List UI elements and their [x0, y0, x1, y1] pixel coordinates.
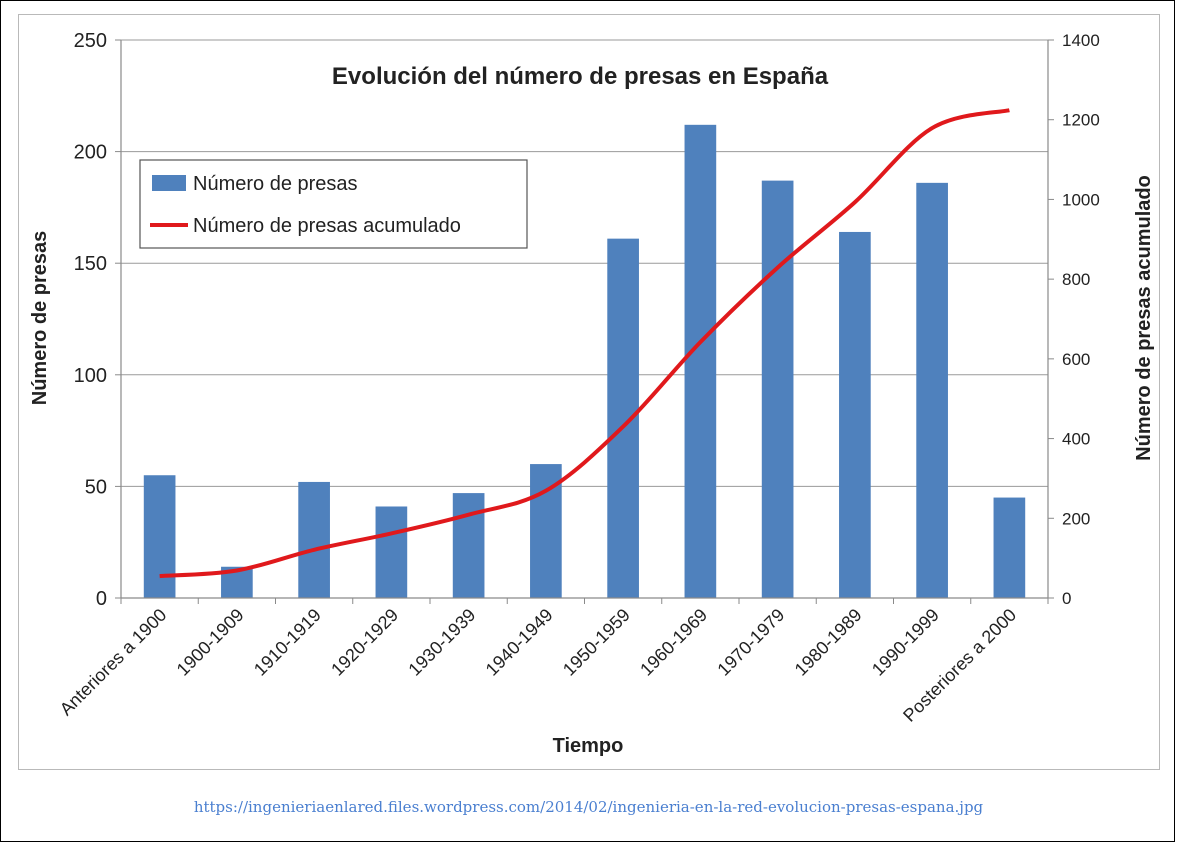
y-axis-label: Número de presas: [29, 231, 51, 406]
y2-tick-label-4: 800: [1062, 270, 1090, 289]
x-tick-label-1: 1900-1909: [173, 605, 248, 680]
x-tick-label-7: 1960-1969: [636, 605, 711, 680]
x-axis-label: Tiempo: [553, 735, 624, 757]
x-tick-label-9: 1980-1989: [791, 605, 866, 680]
legend-swatch-bars: [152, 175, 186, 191]
gridlines: [121, 39, 1048, 487]
x-axis-ticks: Anteriores a 1900 1900-1909 1910-1919 1920-…: [56, 598, 1049, 726]
y-tick-label-2: 100: [74, 365, 107, 387]
x-tick-label-2: 1910-1919: [250, 605, 325, 680]
y2-tick-label-1: 200: [1062, 509, 1090, 528]
bar-3: [375, 506, 408, 598]
axes: [120, 40, 1049, 599]
bar-4: [452, 493, 485, 598]
legend: Número de presas Número de presas acumul…: [139, 159, 528, 249]
cumulative-line: [159, 108, 1010, 579]
bar-0: [143, 475, 176, 598]
chart-title: Evolución del número de presas en España: [332, 63, 829, 90]
bar-8: [761, 180, 794, 598]
bar-2: [298, 481, 330, 598]
bar-10: [916, 182, 948, 598]
y-tick-label-4: 200: [74, 142, 107, 164]
right-axis-ticks: 0 200 400 600 800 1000 1200 1400: [1048, 31, 1100, 608]
bar-series: [143, 124, 1026, 598]
legend-label-line: Número de presas acumulado: [193, 215, 461, 237]
y2-tick-label-0: 0: [1062, 589, 1071, 608]
y-tick-label-1: 50: [85, 476, 107, 498]
x-tick-label-6: 1950-1959: [559, 605, 634, 680]
bar-9: [839, 231, 871, 598]
x-tick-label-8: 1970-1979: [713, 605, 788, 680]
y2-axis-label: Número de presas acumulado: [1133, 175, 1155, 461]
y2-tick-label-3: 600: [1062, 350, 1090, 369]
left-axis-ticks: 0 50 100 150 200 250: [74, 30, 121, 610]
x-tick-label-5: 1940-1949: [482, 605, 557, 680]
source-url: https://ingenieriaenlared.files.wordpres…: [193, 798, 984, 816]
x-tick-label-4: 1930-1939: [404, 605, 479, 680]
y-tick-label-3: 150: [74, 253, 107, 275]
x-tick-label-0: Anteriores a 1900: [56, 605, 171, 720]
y-tick-label-5: 250: [74, 30, 107, 52]
bar-7: [684, 124, 717, 598]
y2-tick-label-5: 1000: [1062, 190, 1100, 209]
chart-border: [18, 14, 1160, 770]
bar-11: [993, 497, 1026, 598]
x-tick-label-3: 1920-1929: [327, 605, 402, 680]
y2-tick-label-6: 1200: [1062, 111, 1100, 130]
x-tick-label-10: 1990-1999: [868, 605, 943, 680]
bar-6: [607, 238, 639, 598]
legend-label-bars: Número de presas: [193, 173, 358, 195]
y2-tick-label-7: 1400: [1062, 31, 1100, 50]
y2-tick-label-2: 400: [1062, 430, 1090, 449]
y-tick-label-0: 0: [96, 588, 107, 610]
